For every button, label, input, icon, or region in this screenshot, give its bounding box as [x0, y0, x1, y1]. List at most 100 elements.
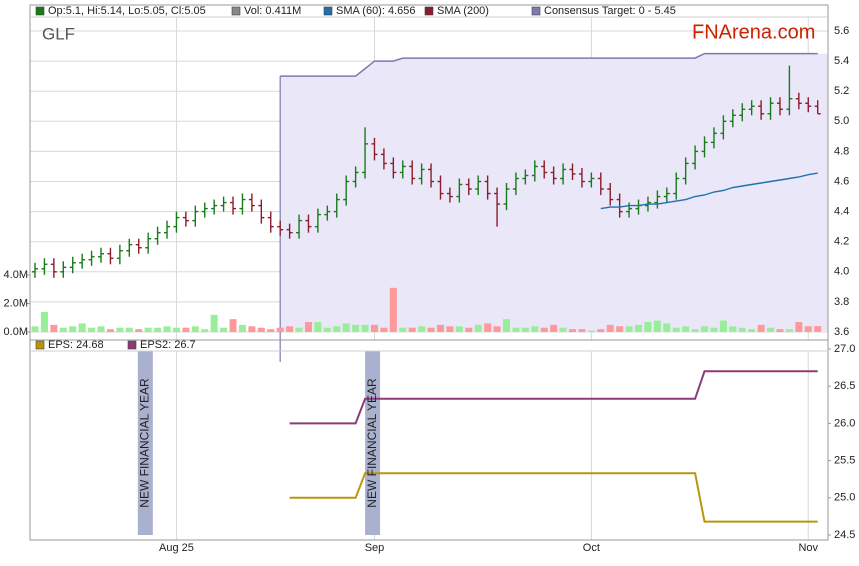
volume-bar [644, 322, 652, 332]
legend-swatch [35, 6, 45, 16]
y-tick-label: 5.2 [834, 85, 849, 97]
volume-bar [663, 323, 671, 332]
volume-bar [163, 326, 171, 332]
y-tick-label: 4.8 [834, 145, 849, 157]
volume-bar [191, 326, 199, 332]
volume-bar [653, 320, 661, 332]
labels: 3.6 3.8 4.0 4.2 4.4 4.6 4.8 5.0 5.2 5.4 5.6 0.0M 2.0… [4, 5, 856, 554]
volume-tick-label: 4.0M [4, 269, 28, 281]
volume-bar [484, 323, 492, 332]
volume-bar [578, 329, 586, 332]
volume-bar [635, 324, 643, 332]
volume-bar [710, 327, 718, 332]
legend-swatch [127, 340, 137, 350]
volume-bar [512, 327, 520, 332]
volume-bar [493, 326, 501, 332]
volume-bar [286, 326, 294, 332]
eps-tick-label: 26.5 [834, 380, 855, 392]
legend-label: EPS: 24.68 [48, 339, 104, 351]
volume-bar [295, 327, 303, 332]
volume-bar [569, 329, 577, 332]
volume-bar [408, 327, 416, 332]
volume-bar [785, 329, 793, 332]
y-tick-label: 5.6 [834, 25, 849, 37]
legend-label: EPS2: 26.7 [140, 339, 196, 351]
financial-year-band [137, 351, 153, 535]
volume-bar [267, 329, 275, 332]
volume-bar [701, 326, 709, 332]
volume-bar [182, 327, 190, 332]
volume-bar [304, 322, 312, 332]
y-tick-label: 4.0 [834, 266, 849, 278]
volume-bar [276, 327, 284, 332]
volume-bar [40, 312, 48, 332]
volume-bar [436, 324, 444, 332]
y-tick-label: 4.6 [834, 175, 849, 187]
volume-bar [804, 326, 812, 332]
volume-bar [738, 327, 746, 332]
volume-bar [69, 326, 77, 332]
volume-bar [370, 324, 378, 332]
volume-bar [587, 330, 595, 332]
brand: FNArena.com [692, 21, 815, 43]
volume-bar [597, 329, 605, 332]
volume-bar [427, 327, 435, 332]
volume-bar [550, 324, 558, 332]
volume-bar [342, 323, 350, 332]
y-tick-label: 4.4 [834, 206, 849, 218]
volume-bar [50, 324, 58, 332]
volume-bar [31, 326, 39, 332]
volume-tick-label: 2.0M [4, 297, 28, 309]
legend-swatch [231, 6, 241, 16]
volume-bar [455, 326, 463, 332]
volume-bar [474, 324, 482, 332]
y-tick-label: 5.4 [834, 55, 849, 67]
volume-bar [814, 326, 822, 332]
volume-bar [125, 327, 133, 332]
financial-year-band [365, 351, 381, 535]
volume-bar [172, 327, 180, 332]
eps-line [289, 370, 818, 425]
eps-line [289, 472, 818, 523]
volume-bar [795, 322, 803, 332]
volume-bar [154, 327, 162, 332]
eps-tick-label: 27.0 [834, 343, 855, 355]
volume-bar [361, 324, 369, 332]
volume-bar [97, 326, 105, 332]
volume-bar [616, 326, 624, 332]
legend-swatch [35, 340, 45, 350]
volume-bar [201, 329, 209, 332]
legend-label: SMA (200) [437, 5, 489, 17]
volume-bar [88, 327, 96, 332]
x-tick-label: Nov [798, 542, 818, 554]
volume-tick-label: 0.0M [4, 326, 28, 338]
volume-bar [559, 327, 567, 332]
volume-bar [757, 324, 765, 332]
eps-tick-label: 26.0 [834, 417, 855, 429]
target-area [280, 53, 828, 332]
volume-bar [691, 329, 699, 332]
volume-bar [257, 327, 265, 332]
legend-swatch [424, 6, 434, 16]
volume-bar [144, 327, 152, 332]
y-tick-label: 3.8 [834, 296, 849, 308]
volume-bar [465, 327, 473, 332]
target-line [280, 52, 818, 77]
volume-bar [314, 322, 322, 332]
eps-panel-frame [29, 339, 829, 541]
legend-swatch [531, 6, 541, 16]
legend-label: Vol: 0.411M [244, 5, 301, 17]
volume-bar [220, 327, 228, 332]
volume-bar [248, 326, 256, 332]
volume-bar [729, 326, 737, 332]
legend-label: SMA (60): 4.656 [336, 5, 416, 17]
y-tick-label: 4.2 [834, 236, 849, 248]
legend-swatch [323, 6, 333, 16]
volume-bar [238, 324, 246, 332]
volume-bar [210, 314, 218, 332]
volume-bar [333, 326, 341, 332]
financial-year-label: NEW FINANCIAL YEAR [138, 378, 152, 508]
y-tick-label: 5.0 [834, 115, 849, 127]
